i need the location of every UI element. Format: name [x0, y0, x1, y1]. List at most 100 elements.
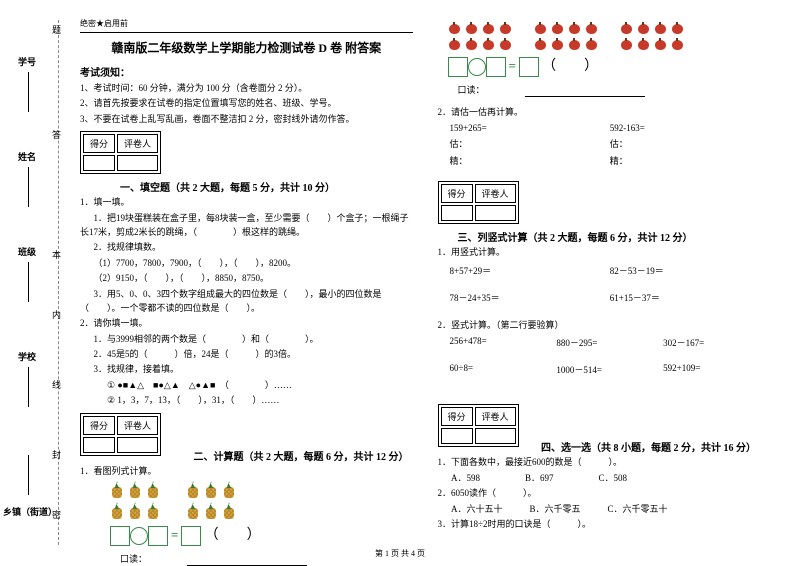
- s1q1b: 2．找规律填数。: [80, 240, 413, 254]
- koushu-row2: 口读：: [438, 83, 771, 97]
- secret-label: 绝密★启用前: [80, 18, 413, 29]
- apple-icon: [465, 22, 478, 35]
- apple-icon: [620, 22, 633, 35]
- notice-1: 1、考试时间：60 分钟，满分为 100 分（含卷面分 2 分）。: [80, 81, 413, 95]
- eq-box-icon: [486, 57, 506, 77]
- apple-icon: [534, 22, 547, 35]
- s1q2c: 3．找规律，接着填。: [80, 362, 413, 376]
- sb3c2: 评卷人: [475, 184, 516, 203]
- eq-box-icon: [148, 526, 168, 546]
- exam-title: 赣南版二年级数学上学期能力检测试卷 D 卷 附答案: [80, 39, 413, 56]
- sb2b1: [83, 437, 115, 453]
- apple-icon: [620, 38, 633, 51]
- s1q1c: 3．用5、0、0、3四个数字组成最大的四位数是（ ），最小的四位数是（ ）。一个…: [80, 287, 413, 316]
- apple-icon: [448, 38, 461, 51]
- binding-sidebar: 学号 姓名 班级 学校 乡镇（街道） 题 答 本 内 线 封 密: [0, 0, 75, 565]
- s3r4c: 592+109=: [663, 363, 770, 376]
- label-school: 学校: [18, 350, 36, 363]
- s2q1: 1．看图列式计算。: [80, 464, 413, 478]
- apple-icon: [585, 38, 598, 51]
- eq-box-icon: [519, 57, 539, 77]
- page: 学号 姓名 班级 学校 乡镇（街道） 题 答 本 内 线 封 密 绝密★启用前 …: [0, 0, 800, 565]
- score-box-2: 得分评卷人: [80, 413, 161, 456]
- apple-icon: [585, 22, 598, 35]
- s4q1: 1．下面各数中，最接近600的数是（ ）。: [438, 455, 771, 469]
- apple-row1: [448, 22, 771, 35]
- gap: [602, 38, 616, 51]
- pineapple-icon: [204, 502, 218, 520]
- s1q1b1: （1）7700，7800，7900，（ ），（ ），8200。: [80, 256, 413, 270]
- apple-icon: [637, 22, 650, 35]
- s3r4a: 60÷8=: [450, 363, 557, 376]
- equation-2: = （ ）: [448, 55, 771, 77]
- sb4c1: 得分: [441, 407, 473, 426]
- pineapple-icon: [110, 481, 124, 499]
- s2rq2: 2．请估一估再计算。: [438, 105, 771, 119]
- s3r2b: 61+15－37＝: [610, 291, 770, 304]
- s3q2: 2．竖式计算。（第二行要验算）: [438, 318, 771, 332]
- pineapple-icon: [186, 481, 200, 499]
- er1b: 592-163=: [610, 123, 770, 133]
- score-box-3: 得分评卷人: [438, 181, 519, 224]
- vtext-6: 密: [50, 510, 63, 519]
- score-blank: [83, 155, 115, 171]
- sb4c2: 评卷人: [475, 407, 516, 426]
- s3r1a: 8+57+29＝: [450, 264, 610, 277]
- apple-icon: [534, 38, 547, 51]
- right-column: = （ ） 口读： 2．请估一估再计算。 159+265=592-163= 估：…: [438, 18, 771, 566]
- s3r4b: 1000－514=: [556, 363, 663, 376]
- s1q2a: 1．与3999相邻的两个数是（ ）和（ ）。: [80, 332, 413, 346]
- apple-icon: [448, 22, 461, 35]
- gap: [164, 481, 182, 499]
- s4q2: 2．6050读作（ ）。: [438, 486, 771, 500]
- s3r1: 8+57+29＝82－53－19＝: [450, 264, 771, 277]
- section3-title: 三、列竖式计算（共 2 大题，每题 6 分，共计 12 分）: [458, 229, 693, 244]
- eq-box-icon: [448, 57, 468, 77]
- apple-icon: [551, 22, 564, 35]
- sb3b1: [441, 205, 473, 221]
- line-town: [28, 455, 29, 495]
- er3a: 精：: [450, 154, 610, 167]
- notice-3: 3、不要在试卷上乱写乱画，卷面不整洁扣 2 分，密封线外请勿作答。: [80, 112, 413, 126]
- section2-title: 二、计算题（共 2 大题，每题 6 分，共计 12 分）: [194, 448, 409, 463]
- line-id: [28, 72, 29, 112]
- s1q1a: 1．把19块蛋糕装在盒子里，每8块装一盒，至少需要（ ）个盒子；一根绳子长17米…: [80, 211, 413, 240]
- estrow2: 估：估：: [450, 137, 771, 150]
- notice-heading: 考试须知：: [80, 64, 413, 79]
- line-school: [28, 367, 29, 407]
- s3r4: 60÷8=1000－514=592+109=: [450, 363, 771, 376]
- pineapple-icon: [146, 481, 160, 499]
- apple-icon: [671, 38, 684, 51]
- s3r3: 256+478=880－295=302－167=: [450, 336, 771, 349]
- content-columns: 绝密★启用前 赣南版二年级数学上学期能力检测试卷 D 卷 附答案 考试须知： 1…: [80, 18, 770, 566]
- gap: [602, 22, 616, 35]
- s3r3b: 880－295=: [556, 336, 663, 349]
- pineapple-icon: [128, 481, 142, 499]
- apple-icon: [568, 22, 581, 35]
- estrow1: 159+265=592-163=: [450, 123, 771, 133]
- pineapple-icon: [110, 502, 124, 520]
- pineapple-row1: [110, 481, 413, 499]
- sb4b1: [441, 428, 473, 444]
- label-id: 学号: [18, 55, 36, 68]
- apple-icon: [499, 22, 512, 35]
- gap: [516, 22, 530, 35]
- label-name: 姓名: [18, 150, 36, 163]
- eq-box-icon: [110, 526, 130, 546]
- s3r1b: 82－53－19＝: [610, 264, 770, 277]
- apple-icon: [654, 38, 667, 51]
- apple-icon: [465, 38, 478, 51]
- vtext-5: 封: [50, 450, 63, 459]
- pineapple-icon: [222, 502, 236, 520]
- pineapple-icon: [186, 502, 200, 520]
- section4-title: 四、选一选（共 8 小题，每题 2 分，共计 16 分）: [541, 439, 756, 454]
- s1q2b: 2．45是5的（ ）倍，24是（ ）的3倍。: [80, 347, 413, 361]
- er2b: 估：: [610, 137, 770, 150]
- koushu-label2: 口读：: [458, 85, 485, 95]
- koushu-blank2: [525, 85, 645, 97]
- pineapple-icon: [204, 481, 218, 499]
- sb3c1: 得分: [441, 184, 473, 203]
- sb2c2: 评卷人: [117, 416, 158, 435]
- sb4b2: [475, 428, 516, 444]
- vtext-2: 本: [50, 250, 63, 259]
